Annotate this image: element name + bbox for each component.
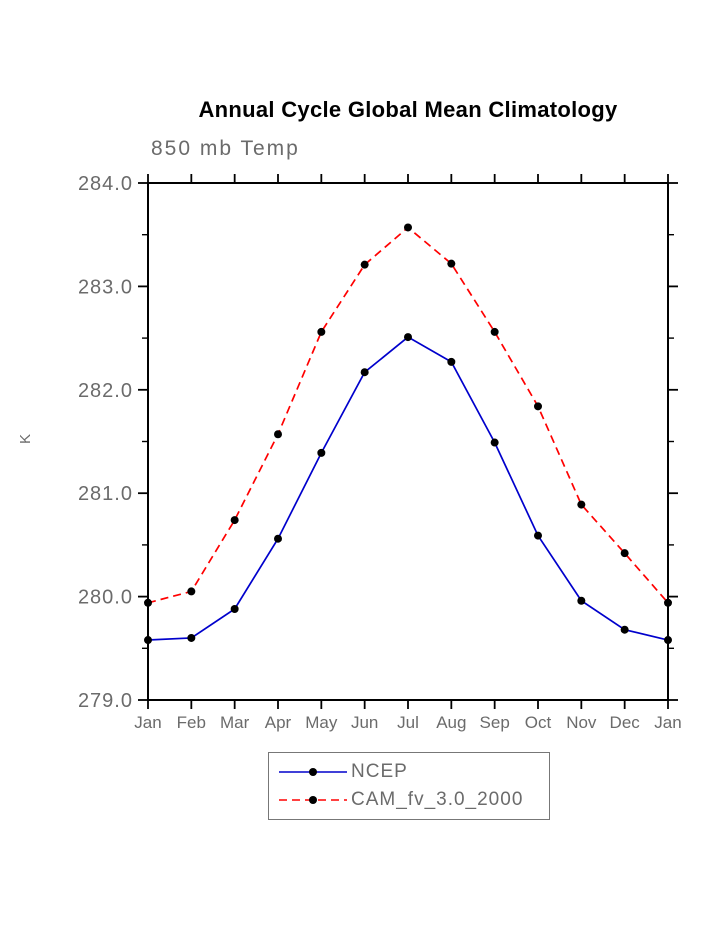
- plot-border: [147, 182, 669, 701]
- y-tick-label: 282.0: [78, 380, 133, 402]
- data-point-marker: [447, 357, 456, 366]
- data-point-marker: [577, 500, 586, 509]
- data-point-marker: [620, 625, 629, 634]
- x-tick-label: Oct: [525, 713, 552, 732]
- data-point-marker: [490, 327, 499, 336]
- data-point-marker: [274, 430, 282, 439]
- chart-title: Annual Cycle Global Mean Climatology: [198, 97, 618, 122]
- data-point-marker: [447, 259, 456, 268]
- legend-swatch-marker: [309, 796, 317, 804]
- data-point-marker: [230, 516, 239, 525]
- x-tick-label: Jan: [654, 713, 681, 732]
- x-tick-label: May: [305, 713, 338, 732]
- data-point-marker: [317, 327, 326, 336]
- series-line-CAM_fv_3.0_2000: [147, 226, 669, 604]
- chart-subtitle: 850 mb Temp: [151, 137, 300, 160]
- series-line-NCEP: [147, 336, 669, 641]
- y-tick-label: 281.0: [78, 483, 133, 505]
- x-tick-label: Apr: [265, 713, 292, 732]
- data-point-marker: [664, 598, 672, 607]
- legend-label-ncep: NCEP: [351, 761, 408, 782]
- x-tick-label: Jul: [397, 713, 419, 732]
- y-tick-label: 279.0: [78, 690, 133, 712]
- data-point-marker: [360, 368, 369, 377]
- y-tick-label: 284.0: [78, 173, 133, 195]
- legend-swatch-ncep: [279, 768, 347, 776]
- data-point-marker: [534, 402, 542, 411]
- x-tick-label: Mar: [220, 713, 250, 732]
- y-tick-label: 280.0: [78, 587, 133, 609]
- legend-row-cam: CAM_fv_3.0_2000: [277, 786, 549, 814]
- data-point-marker: [144, 636, 152, 645]
- x-tick-label: Jun: [351, 713, 378, 732]
- x-tick-label: Feb: [177, 713, 206, 732]
- data-point-marker: [144, 598, 152, 607]
- data-point-marker: [187, 633, 196, 642]
- data-point-marker: [577, 596, 586, 605]
- legend-box: NCEP CAM_fv_3.0_2000: [268, 752, 550, 820]
- data-point-marker: [404, 223, 412, 232]
- data-point-marker: [664, 636, 672, 645]
- data-point-marker: [274, 534, 282, 543]
- data-point-marker: [187, 587, 196, 596]
- x-tick-label: Nov: [566, 713, 597, 732]
- x-tick-label: Aug: [436, 713, 466, 732]
- x-tick-label: Sep: [480, 713, 510, 732]
- data-point-marker: [620, 549, 629, 558]
- x-tick-label: Dec: [610, 713, 641, 732]
- x-tick-label: Jan: [134, 713, 161, 732]
- data-point-marker: [534, 531, 542, 540]
- data-point-marker: [360, 260, 369, 269]
- y-tick-label: 283.0: [78, 276, 133, 298]
- legend-swatch-cam: [279, 796, 347, 804]
- legend-label-cam: CAM_fv_3.0_2000: [351, 789, 524, 810]
- data-point-marker: [490, 438, 499, 447]
- legend-swatch-marker: [309, 768, 317, 776]
- data-point-marker: [404, 333, 412, 342]
- data-point-marker: [317, 448, 326, 457]
- data-point-marker: [230, 605, 239, 614]
- legend-row-ncep: NCEP: [277, 758, 549, 786]
